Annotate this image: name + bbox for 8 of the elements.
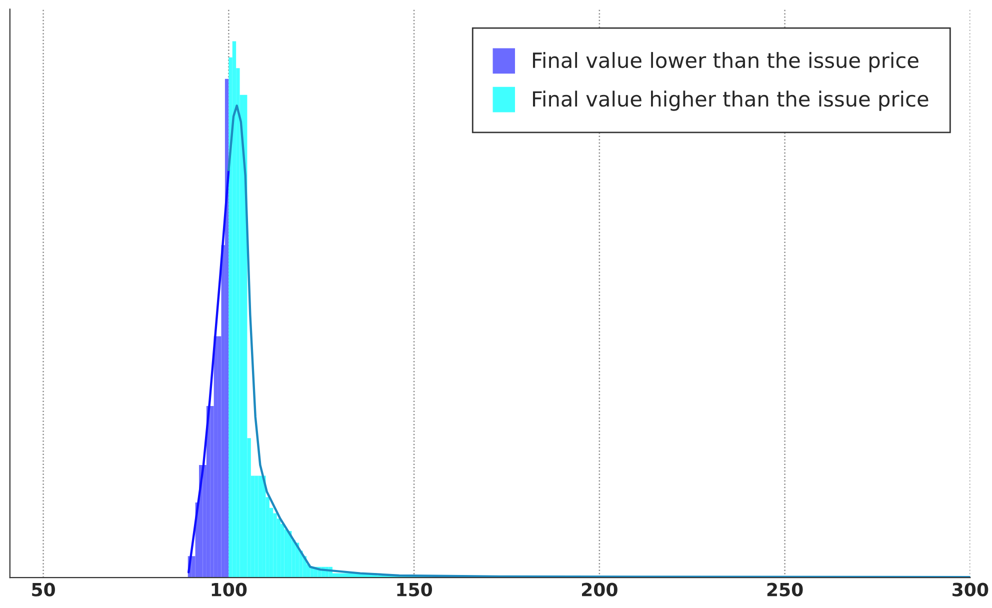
x-tick-label: 300: [952, 582, 988, 596]
legend-label: Final value higher than the issue price: [533, 90, 928, 111]
x-tick-label: 150: [397, 582, 432, 596]
x-tick-label: 50: [32, 582, 55, 596]
x-tick-label: 100: [212, 582, 247, 596]
x-tick-label: 200: [582, 582, 618, 596]
legend-label: Final value lower than the issue price: [533, 52, 918, 72]
x-tick-label: 250: [767, 582, 803, 596]
